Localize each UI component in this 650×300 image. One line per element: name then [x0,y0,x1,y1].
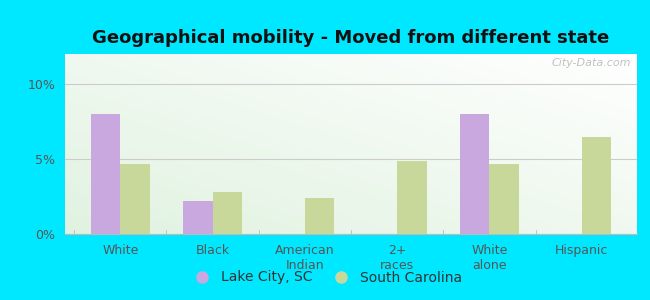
Title: Geographical mobility - Moved from different state: Geographical mobility - Moved from diffe… [92,29,610,47]
Bar [582,136,611,234]
Bar [183,201,213,234]
Bar [397,160,426,234]
Bar [489,164,519,234]
Bar [305,198,334,234]
Text: City-Data.com: City-Data.com [552,58,631,68]
Legend: Lake City, SC, South Carolina: Lake City, SC, South Carolina [183,265,467,290]
Bar [120,164,150,234]
Bar [460,114,489,234]
Bar [91,114,120,234]
Bar [213,192,242,234]
